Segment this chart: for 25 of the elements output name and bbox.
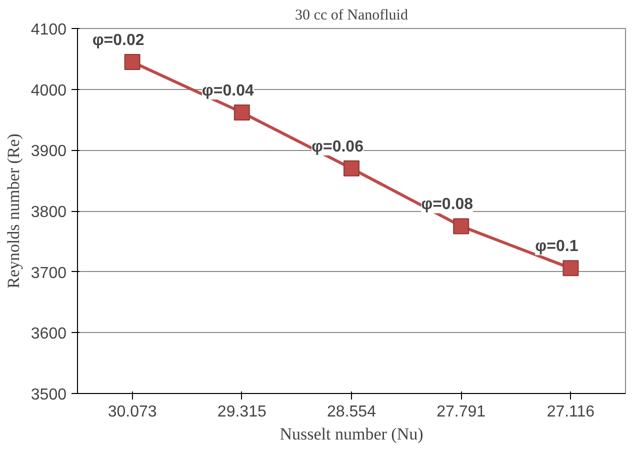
x-tick-label: 29.315	[217, 404, 266, 420]
y-tick-label: 3900	[30, 143, 67, 160]
annotation: φ=0.08	[421, 196, 474, 214]
x-tick-label: 28.554	[327, 404, 376, 420]
chart-title: 30 cc of Nanofluid	[295, 8, 408, 24]
y-tick-label: 3600	[30, 326, 67, 343]
x-tick-label: 30.073	[108, 404, 157, 420]
annotation: φ=0.1	[535, 238, 578, 256]
point	[234, 104, 250, 120]
y-tick-label: 3700	[30, 264, 67, 282]
annotation: φ=0.02	[92, 32, 144, 49]
x-axis-title: Nusselt number (Nu)	[280, 424, 424, 444]
point	[344, 160, 360, 176]
x-tick-label: 27.791	[436, 404, 486, 420]
x-tick-label: 27.116	[546, 404, 595, 420]
y-tick-label: 3500	[30, 386, 67, 404]
point	[124, 54, 140, 70]
annotation: φ=0.06	[312, 138, 364, 156]
y-tick-label: 4000	[30, 82, 67, 100]
y-tick-label: 3800	[30, 204, 67, 221]
point	[562, 260, 579, 276]
point	[453, 218, 470, 234]
annotation: φ=0.04	[202, 82, 254, 100]
y-axis-title: Reynolds number (Re)	[4, 134, 23, 288]
y-tick-label: 4100	[30, 22, 67, 38]
